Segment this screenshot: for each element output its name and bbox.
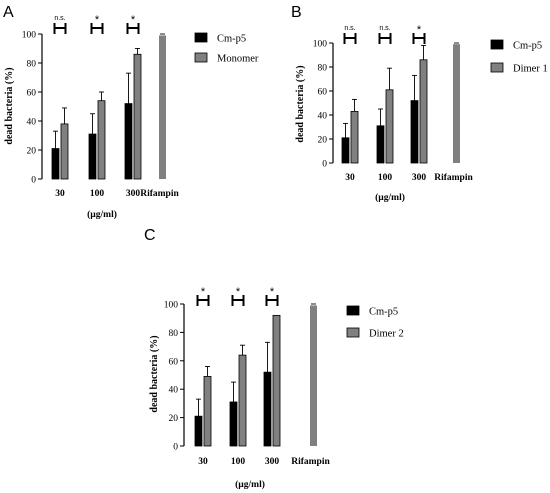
x-tick-label: 300	[412, 173, 427, 183]
significance-label: *	[95, 14, 100, 26]
significance-label: *	[201, 286, 206, 298]
bar-treatment	[133, 53, 142, 180]
y-tick-label: 40	[27, 118, 37, 128]
panel-a: A 0 20 40 60 80 100 dead bacteria (%) 30 n.s. 100 *…	[3, 4, 259, 220]
y-tick-label: 80	[27, 60, 37, 70]
bar-treatment	[203, 376, 212, 447]
x-tick-label: Rifampin	[291, 457, 330, 467]
panel-c: C 0 20 40 60 80 100 dead bacteria (%) 30 * 100 * 300…	[144, 227, 404, 490]
legend-swatch-control	[490, 39, 504, 50]
panel-letter: A	[3, 4, 14, 21]
y-tick-label: 100	[313, 40, 328, 50]
bar-treatment	[238, 354, 247, 447]
y-tick-label: 20	[169, 414, 179, 424]
y-tick-label: 60	[27, 89, 37, 99]
legend-label-treatment: Dimer 1	[513, 64, 548, 75]
significance-label: n.s.	[54, 15, 65, 22]
legend: Cm-p5 Monomer	[194, 32, 259, 65]
y-tick-label: 60	[169, 357, 179, 367]
bar-reference	[159, 35, 166, 180]
x-tick-label: 300	[265, 457, 280, 467]
bar-control	[229, 401, 238, 447]
legend-swatch-treatment	[346, 327, 360, 338]
y-axis-label: dead bacteria (%)	[149, 335, 160, 412]
y-axis-label: dead bacteria (%)	[4, 67, 15, 144]
bar-treatment	[385, 89, 394, 164]
bar-control	[376, 125, 385, 164]
bar-treatment	[419, 59, 428, 164]
significance-label: *	[270, 286, 275, 298]
x-tick-label: 30	[345, 173, 355, 183]
legend: Cm-p5 Dimer 1	[490, 39, 548, 75]
y-tick-label: 100	[22, 31, 37, 41]
bar-control	[124, 103, 133, 180]
bar-reference	[310, 305, 317, 446]
panel-b: B 0 20 40 60 80 100 dead bacteria (%) 30 n.s. 100 n…	[291, 4, 548, 203]
y-tick-label: 20	[27, 147, 37, 157]
significance-label: n.s.	[379, 25, 390, 32]
x-axis-label: (µg/ml)	[87, 209, 117, 220]
x-tick-label: Rifampin	[434, 173, 473, 183]
x-tick-label: 100	[90, 189, 105, 199]
y-tick-label: 80	[318, 64, 328, 74]
significance-label: *	[131, 14, 136, 26]
y-tick-label: 100	[164, 301, 179, 311]
legend-label-control: Cm-p5	[369, 307, 398, 318]
x-tick-label: 100	[378, 173, 393, 183]
x-tick-label: 30	[55, 189, 65, 199]
bar-control	[51, 148, 60, 180]
bar-treatment	[97, 100, 106, 180]
bar-control	[410, 100, 419, 164]
y-tick-label: 40	[318, 112, 328, 122]
x-tick-label: 30	[198, 457, 208, 467]
x-tick-label: Rifampin	[140, 189, 179, 199]
legend-label-treatment: Monomer	[217, 54, 259, 65]
legend-swatch-treatment	[194, 52, 208, 63]
bar-reference	[453, 44, 460, 164]
legend-swatch-control	[194, 32, 208, 43]
panel-letter: B	[291, 4, 302, 21]
y-tick-label: 20	[318, 136, 328, 146]
legend-label-control: Cm-p5	[513, 41, 542, 52]
significance-label: n.s.	[344, 25, 355, 32]
y-axis-label: dead bacteria (%)	[295, 65, 306, 142]
significance-label: *	[417, 24, 422, 36]
significance-label: *	[236, 286, 241, 298]
bar-control	[263, 371, 272, 447]
y-tick-label: 0	[322, 160, 327, 170]
x-axis-label: (µg/ml)	[235, 479, 265, 490]
legend-label-control: Cm-p5	[217, 34, 246, 45]
y-tick-label: 60	[318, 88, 328, 98]
x-tick-label: 100	[231, 457, 246, 467]
bar-treatment	[60, 123, 69, 180]
bar-treatment	[350, 111, 359, 164]
x-axis-label: (µg/ml)	[375, 192, 405, 203]
y-tick-label: 40	[169, 386, 179, 396]
panel-letter: C	[144, 227, 156, 244]
y-tick-label: 80	[169, 329, 179, 339]
bar-control	[341, 137, 350, 164]
legend-swatch-control	[346, 305, 360, 316]
bar-control	[88, 133, 97, 180]
legend-swatch-treatment	[490, 62, 504, 73]
y-tick-label: 0	[173, 443, 178, 453]
x-tick-label: 300	[126, 189, 141, 199]
legend-label-treatment: Dimer 2	[369, 329, 404, 340]
y-tick-label: 0	[31, 176, 36, 186]
legend: Cm-p5 Dimer 2	[346, 305, 404, 340]
bar-control	[194, 415, 203, 447]
bar-treatment	[272, 314, 281, 447]
